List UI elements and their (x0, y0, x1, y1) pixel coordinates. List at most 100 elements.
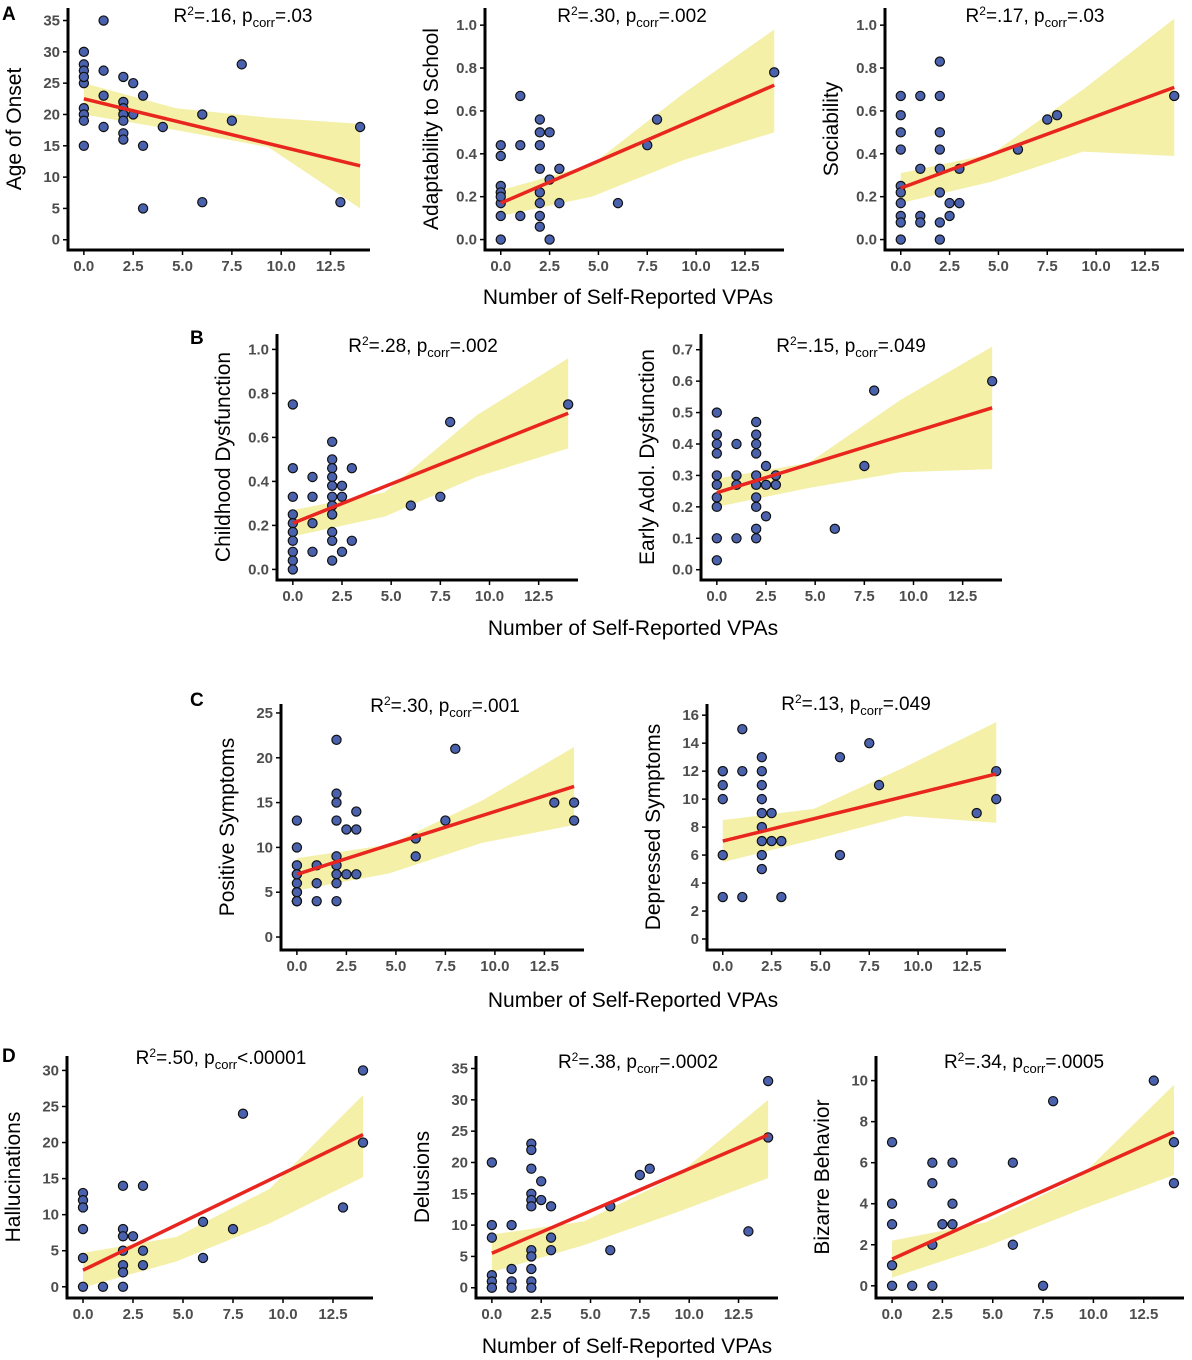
data-point (743, 1226, 754, 1237)
x-tick-label: 0.0 (481, 1306, 502, 1323)
data-point (354, 121, 366, 133)
x-tick-label: 7.5 (435, 958, 456, 975)
data-point (326, 471, 338, 483)
data-point (1051, 110, 1063, 121)
data-point (495, 150, 506, 162)
data-point (1168, 1178, 1180, 1189)
y-axis-label: Delusions (411, 1131, 434, 1223)
x-tick-label: 10.0 (899, 588, 928, 605)
x-tick-label: 12.5 (1129, 1306, 1158, 1323)
data-point (834, 751, 846, 763)
data-point (307, 491, 318, 502)
data-point (934, 187, 946, 198)
data-point (526, 1163, 537, 1174)
x-tick-label: 12.5 (316, 258, 345, 275)
data-point (750, 492, 762, 503)
data-point (717, 793, 728, 805)
y-tick-label: 10 (451, 1217, 468, 1234)
data-point (717, 849, 728, 861)
x-tick-label: 10.0 (267, 258, 296, 275)
y-tick-label: 6 (860, 1155, 868, 1172)
y-tick-label: 0.5 (672, 405, 693, 422)
data-point (444, 416, 456, 428)
data-point (750, 429, 762, 440)
stats-annotation: R2=.13, pcorr=.049 (781, 692, 931, 718)
x-tick-label: 0.0 (286, 958, 307, 975)
data-point (756, 765, 768, 777)
data-point (545, 1201, 557, 1212)
y-tick-label: 8 (691, 819, 699, 836)
data-point (756, 835, 768, 847)
data-point (711, 407, 723, 418)
data-point (1042, 114, 1053, 125)
data-point (864, 737, 875, 749)
data-point (351, 869, 362, 880)
subplot-10: 0 2 4 6 8 10 0.0 2.5 5.0 7.5 10.0 12.5 Bizarre Behav… (811, 1050, 1184, 1323)
data-point (526, 1144, 537, 1156)
data-point (934, 144, 946, 155)
data-point (78, 115, 90, 126)
data-point (495, 140, 506, 151)
data-point (341, 824, 352, 835)
data-point (534, 163, 546, 175)
panel-label-b: B (190, 328, 204, 349)
data-point (237, 1108, 249, 1119)
y-tick-label: 20 (43, 106, 60, 123)
y-tick-label: 0.2 (856, 189, 877, 206)
data-point (331, 815, 342, 826)
x-tick-label: 0.0 (73, 258, 94, 275)
regression-line (296, 784, 575, 876)
y-tick-label: 0.2 (672, 499, 693, 516)
data-point (287, 463, 299, 474)
data-point (506, 1282, 517, 1293)
data-point (756, 793, 768, 805)
data-point (947, 1198, 958, 1209)
y-tick-label: 15 (451, 1186, 468, 1203)
data-point (776, 835, 787, 847)
y-tick-label: 30 (43, 44, 60, 61)
y-axis-label: Positive Symptoms (216, 738, 239, 917)
y-tick-label: 15 (256, 795, 273, 812)
data-point (750, 533, 762, 544)
data-point (750, 523, 762, 535)
data-point (568, 815, 580, 826)
data-point (1007, 1239, 1019, 1250)
data-point (731, 438, 742, 450)
y-axis-label: Hallucinations (2, 1112, 25, 1243)
data-point (934, 127, 946, 138)
y-tick-label: 5 (460, 1248, 468, 1265)
data-point (731, 533, 742, 544)
data-point (357, 1137, 369, 1148)
data-point (895, 127, 906, 138)
data-point (307, 518, 318, 529)
data-point (756, 849, 768, 861)
x-tick-label: 0.0 (282, 588, 303, 605)
data-point (291, 895, 303, 907)
x-tick-label: 10.0 (681, 258, 710, 275)
y-tick-label: 1.0 (248, 341, 269, 358)
data-point (326, 436, 338, 447)
data-point (98, 90, 109, 101)
data-point (544, 234, 555, 245)
y-tick-label: 35 (451, 1061, 468, 1078)
subplot-1: 0 5 10 15 20 25 30 35 0.0 2.5 5.0 7.5 10.0 12.5 Age of… (3, 4, 370, 275)
data-point (562, 399, 574, 410)
data-point (287, 546, 299, 558)
data-point (886, 1260, 898, 1271)
data-point (331, 869, 342, 880)
data-point (137, 1180, 149, 1192)
y-tick-label: 0 (460, 1280, 468, 1297)
data-point (98, 121, 109, 133)
data-point (895, 144, 906, 155)
data-point (986, 375, 998, 387)
data-point (737, 765, 748, 777)
data-point (737, 891, 748, 903)
data-point (886, 1219, 898, 1230)
y-tick-label: 0.7 (672, 342, 693, 359)
data-point (711, 501, 723, 513)
y-tick-label: 0.6 (248, 429, 269, 446)
data-point (326, 509, 338, 520)
data-point (495, 210, 506, 222)
data-point (829, 523, 841, 535)
x-tick-label: 7.5 (637, 258, 658, 275)
